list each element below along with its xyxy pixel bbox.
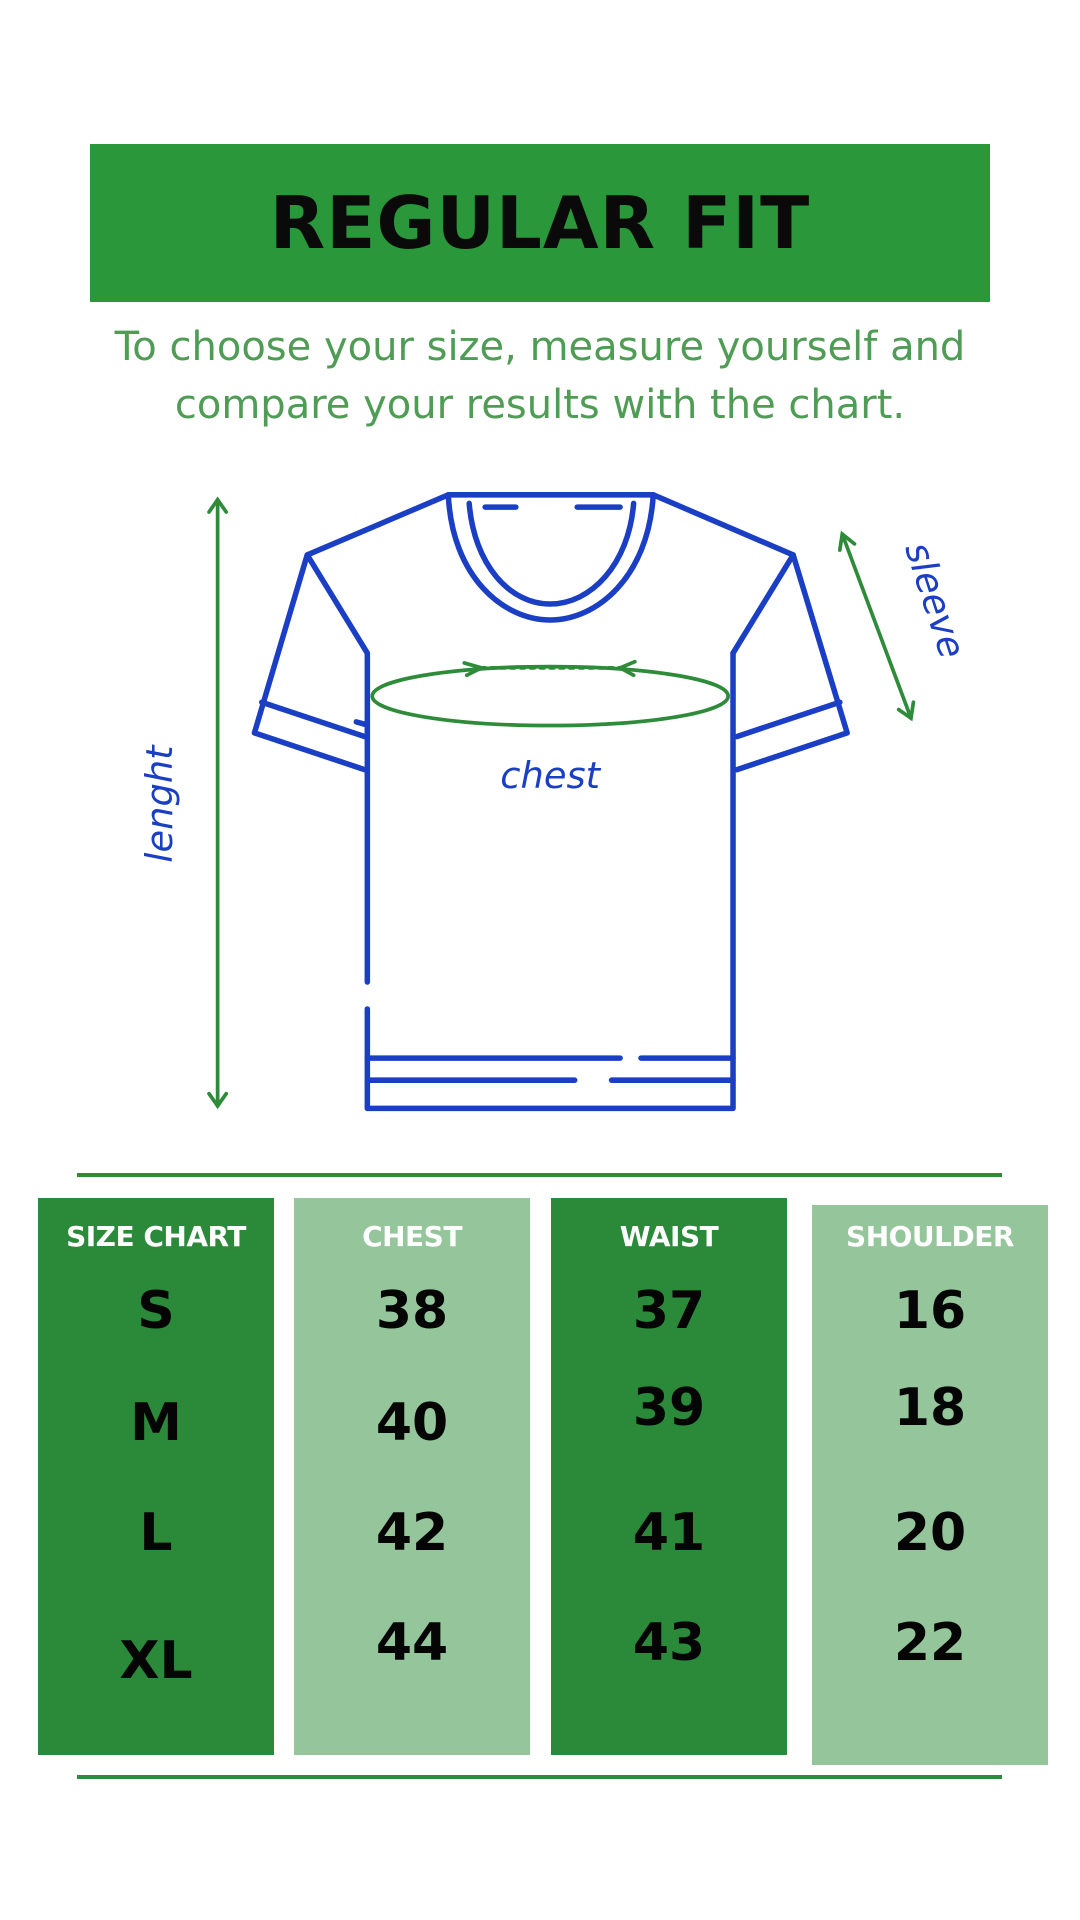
title-banner: REGULAR FIT: [90, 144, 990, 302]
column-size: SIZE CHART S M L XL: [38, 1198, 274, 1755]
cell: 37: [632, 1281, 706, 1341]
length-label: lenght: [138, 744, 181, 863]
column-header: WAIST: [619, 1220, 719, 1253]
divider-bottom: [77, 1775, 1002, 1779]
sleeve-label: sleeve: [896, 537, 970, 664]
instructions-line-2: compare your results with the chart.: [174, 382, 906, 428]
cell: 16: [893, 1281, 967, 1341]
cell: 42: [375, 1503, 449, 1563]
cell: S: [137, 1281, 175, 1341]
cell: L: [139, 1503, 173, 1563]
cell: 40: [375, 1393, 449, 1453]
tshirt-measurement-diagram: chest lenght sleeve: [138, 492, 970, 1112]
measurement-guides: [207, 496, 916, 1110]
column-chest: CHEST 38 40 42 44: [294, 1198, 530, 1755]
chest-arrow-right: [615, 659, 637, 678]
cell: 18: [893, 1378, 967, 1438]
cell: 22: [893, 1613, 967, 1673]
sleeve-arrow: [840, 532, 913, 721]
instructions: To choose your size, measure yourself an…: [90, 318, 990, 434]
tshirt-outline: [251, 492, 850, 1112]
cell: 43: [632, 1613, 706, 1673]
cell: M: [130, 1393, 182, 1453]
column-waist: WAIST 37 39 41 43: [551, 1198, 787, 1755]
column-header: SHOULDER: [846, 1220, 1014, 1253]
chest-arrow-left: [462, 661, 487, 678]
cell: 41: [632, 1503, 706, 1563]
column-shoulder: SHOULDER 16 18 20 22: [812, 1205, 1048, 1765]
column-header: CHEST: [362, 1220, 462, 1253]
cell: 39: [632, 1378, 706, 1438]
cell: XL: [119, 1631, 193, 1691]
instructions-line-1: To choose your size, measure yourself an…: [114, 324, 966, 370]
cell: 20: [893, 1503, 967, 1563]
chest-label: chest: [500, 754, 601, 797]
chest-ellipse: [370, 664, 730, 728]
cell: 44: [375, 1613, 449, 1673]
page-title: REGULAR FIT: [269, 181, 811, 265]
cell: 38: [375, 1281, 449, 1341]
divider-top: [77, 1173, 1002, 1177]
column-header: SIZE CHART: [66, 1220, 246, 1253]
